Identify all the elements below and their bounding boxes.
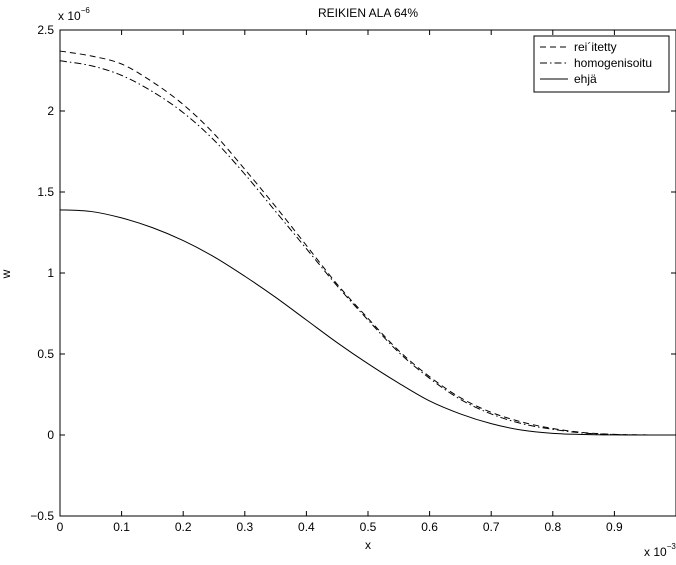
legend-label-ehja: ehjä [574,72,597,86]
x-tick-label: 0.6 [421,520,438,534]
y-tick-label: 1 [47,266,54,280]
y-tick-label: 2 [47,104,54,118]
x-tick-label: 0.5 [360,520,377,534]
y-multiplier: x 10−6 [58,6,90,23]
x-tick-label: 0.9 [606,520,623,534]
legend-box [533,35,670,93]
x-tick-label: 0 [57,520,64,534]
y-tick-label: 2.5 [37,23,54,37]
x-tick-label: 0.8 [544,520,561,534]
series-line-homogenisoitu [59,60,676,436]
legend-label-reiitetty: rei´itetty [574,40,617,54]
series-line-ehja [59,209,676,436]
y-tick-label: 0 [47,428,54,442]
y-tick-label: −0.5 [30,509,54,523]
plot-area [59,29,676,517]
y-axis-label: w [0,269,13,279]
x-multiplier: x 10−3 [644,542,676,559]
y-tick-label: 0.5 [37,347,54,361]
legend: rei´itetty homogenisoitu ehjä [533,35,670,93]
y-multiplier-base: x 10 [58,9,81,23]
x-axis-label: x [365,538,371,552]
y-tick-label: 1.5 [37,185,54,199]
series-lines [59,50,676,436]
x-tick-label: 0.2 [175,520,192,534]
x-tick-label: 0.4 [298,520,315,534]
x-tick-label: 0.3 [236,520,253,534]
legend-label-homogenisoitu: homogenisoitu [574,56,652,70]
chart-title: REIKIEN ALA 64% [318,6,418,20]
x-tick-label: 0.1 [113,520,130,534]
series-line-reiitetty [59,50,676,436]
y-multiplier-exponent: −6 [81,6,91,15]
x-multiplier-exponent: −3 [667,542,676,551]
x-tick-label: 0.7 [483,520,500,534]
tick-group: 0 0.1 0.2 0.3 0.4 0.5 0.6 0.7 0.8 0.9−0.500.511.5… [30,23,676,534]
x-multiplier-base: x 10 [644,545,667,559]
